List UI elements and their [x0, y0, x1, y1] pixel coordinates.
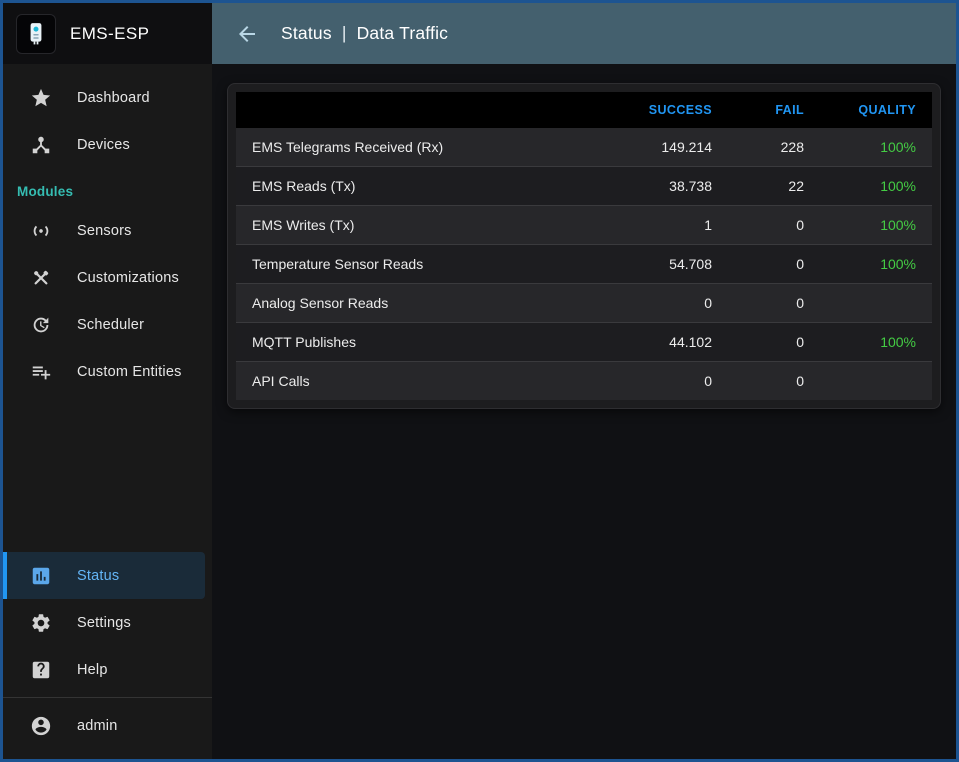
header-success: SUCCESS — [608, 92, 728, 128]
row-quality: 100% — [820, 322, 932, 362]
sidebar-item-settings[interactable]: Settings — [3, 599, 212, 646]
row-success: 0 — [704, 373, 712, 389]
row-fail: 0 — [728, 283, 820, 323]
sidebar-item-scheduler[interactable]: Scheduler — [3, 301, 212, 348]
row-success: 38.738 — [608, 166, 728, 206]
row-quality — [820, 362, 932, 401]
row-quality — [820, 283, 932, 323]
ems-esp-logo-icon — [16, 13, 56, 54]
row-success: 54.708 — [608, 244, 728, 284]
sidebar-item-devices[interactable]: Devices — [3, 121, 212, 168]
row-name: EMS Telegrams Received (Rx) — [236, 128, 608, 167]
sidebar-bottom-padding — [3, 749, 212, 759]
table-header-row: SUCCESS FAIL QUALITY — [236, 92, 932, 128]
row-success: 1 — [608, 205, 728, 245]
row-fail: 22 — [728, 166, 820, 206]
page-title: Status | Data Traffic — [281, 23, 448, 44]
tools-icon — [29, 266, 53, 290]
device-hub-icon — [29, 133, 53, 157]
sidebar-item-label: admin — [77, 717, 118, 734]
sidebar-item-status[interactable]: Status — [3, 552, 205, 599]
table-row: Temperature Sensor Reads 54.708 0 100% — [236, 244, 932, 284]
sensors-icon — [29, 219, 53, 243]
table-row: EMS Writes (Tx) 1 0 100% — [236, 205, 932, 245]
sidebar-item-customizations[interactable]: Customizations — [3, 254, 212, 301]
sidebar-spacer — [3, 395, 212, 552]
sidebar-item-admin[interactable]: admin — [3, 702, 212, 749]
row-fail: 0 — [728, 322, 820, 362]
content: SUCCESS FAIL QUALITY EMS Telegrams Recei… — [212, 64, 956, 759]
row-fail: 0 — [796, 373, 804, 389]
sidebar-item-label: Devices — [77, 136, 130, 153]
row-quality: 100% — [820, 166, 932, 206]
sidebar-item-custom-entities[interactable]: Custom Entities — [3, 348, 212, 395]
row-fail: 228 — [728, 128, 820, 167]
page-title-separator: | — [341, 23, 347, 43]
row-name: EMS Reads (Tx) — [236, 166, 608, 206]
sidebar-item-label: Sensors — [77, 222, 132, 239]
row-fail: 0 — [728, 205, 820, 245]
header-quality: QUALITY — [820, 92, 932, 128]
row-name: Analog Sensor Reads — [236, 283, 608, 323]
row-quality: 100% — [820, 128, 932, 167]
table-row: EMS Telegrams Received (Rx) 149.214 228 … — [236, 128, 932, 167]
header-blank — [236, 92, 608, 128]
sidebar-item-help[interactable]: Help — [3, 646, 212, 693]
row-success: 149.214 — [608, 128, 728, 167]
sidebar-item-label: Custom Entities — [77, 363, 182, 380]
main-area: Status | Data Traffic SUCCESS FAIL QUALI… — [212, 3, 956, 759]
brand-title: EMS-ESP — [70, 23, 150, 43]
table-row: EMS Reads (Tx) 38.738 22 100% — [236, 166, 932, 206]
account-circle-icon — [29, 714, 53, 738]
sidebar: EMS-ESP Dashboard Devices Modules Sensor… — [3, 3, 212, 759]
row-quality: 100% — [820, 205, 932, 245]
brand: EMS-ESP — [3, 3, 212, 64]
sidebar-item-label: Settings — [77, 614, 131, 631]
arrow-back-icon — [235, 22, 259, 46]
row-fail: 0 — [728, 244, 820, 284]
sidebar-item-label: Scheduler — [77, 316, 145, 333]
sidebar-item-label: Dashboard — [77, 89, 150, 106]
playlist-add-icon — [29, 360, 53, 384]
appbar: Status | Data Traffic — [212, 3, 956, 64]
help-icon — [29, 658, 53, 682]
row-success: 0 — [608, 283, 728, 323]
sidebar-item-sensors[interactable]: Sensors — [3, 207, 212, 254]
table-row: Analog Sensor Reads 0 0 — [236, 283, 932, 323]
row-name: Temperature Sensor Reads — [236, 244, 608, 284]
star-icon — [29, 86, 53, 110]
row-success: 44.102 — [608, 322, 728, 362]
row-name: MQTT Publishes — [236, 322, 608, 362]
data-traffic-card: SUCCESS FAIL QUALITY EMS Telegrams Recei… — [227, 83, 941, 409]
page-title-primary: Status — [281, 23, 332, 43]
row-name: EMS Writes (Tx) — [236, 205, 608, 245]
clock-update-icon — [29, 313, 53, 337]
data-traffic-table: SUCCESS FAIL QUALITY EMS Telegrams Recei… — [236, 92, 932, 400]
bar-chart-icon — [29, 564, 53, 588]
row-name: API Calls — [252, 373, 310, 389]
table-row: MQTT Publishes 44.102 0 100% — [236, 322, 932, 362]
sidebar-item-label: Help — [77, 661, 108, 678]
sidebar-divider — [3, 697, 212, 698]
back-button[interactable] — [228, 15, 266, 53]
header-fail: FAIL — [728, 92, 820, 128]
sidebar-section-modules: Modules — [17, 184, 74, 199]
sidebar-item-label: Status — [77, 567, 120, 584]
gear-icon — [29, 611, 53, 635]
sidebar-item-dashboard[interactable]: Dashboard — [3, 74, 212, 121]
page-title-secondary: Data Traffic — [356, 23, 449, 43]
row-quality: 100% — [820, 244, 932, 284]
table-row: API Calls 0 0 — [236, 361, 932, 401]
sidebar-item-label: Customizations — [77, 269, 179, 286]
sidebar-nav: Dashboard Devices Modules Sensors Custom… — [3, 64, 212, 759]
